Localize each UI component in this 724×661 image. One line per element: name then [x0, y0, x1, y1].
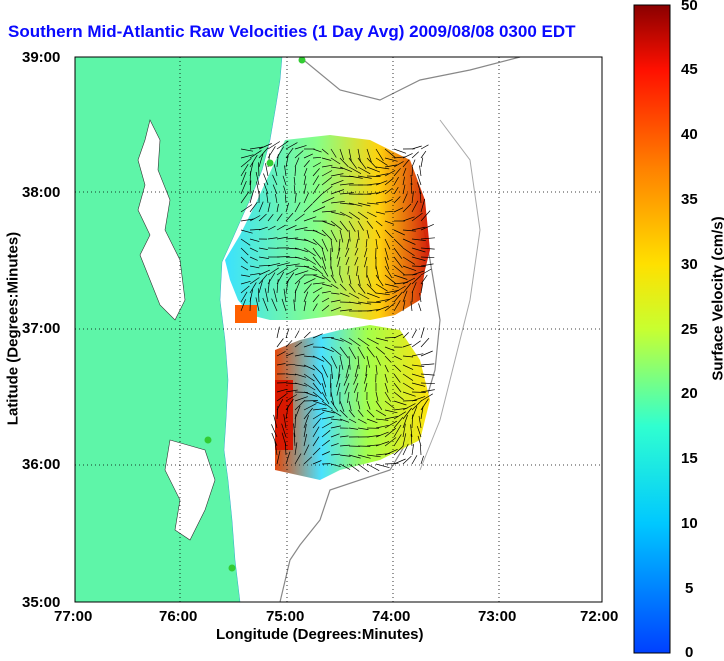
y-tick-label: 35:00: [22, 594, 60, 611]
velocity-vector: [403, 401, 417, 402]
colorbar-tick-label: 0: [685, 644, 693, 661]
colorbar-tick-label: 50: [681, 0, 698, 14]
colorbar: [634, 5, 670, 653]
x-tick-label: 75:00: [266, 608, 304, 625]
x-tick-label: 72:00: [580, 608, 618, 625]
colorbar-tick-label: 35: [681, 191, 698, 208]
colorbar-tick-label: 5: [685, 580, 693, 597]
velocity-vector: [367, 302, 381, 303]
velocity-vector: [250, 298, 251, 312]
colorbar-tick-label: 25: [681, 321, 698, 338]
x-tick-label: 76:00: [159, 608, 197, 625]
x-axis-label: Longitude (Degrees:Minutes): [216, 626, 424, 643]
colorbar-tick-label: 15: [681, 450, 698, 467]
velocity-patch: [235, 305, 257, 323]
radar-station-marker: [267, 160, 274, 167]
y-tick-label: 39:00: [22, 49, 60, 66]
x-tick-label: 74:00: [372, 608, 410, 625]
map-area: [75, 57, 602, 603]
radar-station-marker: [205, 437, 212, 444]
y-tick-label: 36:00: [22, 456, 60, 473]
colorbar-label: Surface Velocity (cm/s): [710, 199, 724, 399]
colorbar-tick-label: 20: [681, 385, 698, 402]
colorbar-tick-label: 45: [681, 61, 698, 78]
colorbar-tick-label: 30: [681, 256, 698, 273]
velocity-vector: [412, 392, 426, 393]
radar-station-marker: [229, 565, 236, 572]
y-axis-label: Latitude (Degrees:Minutes): [5, 204, 22, 454]
x-tick-label: 73:00: [478, 608, 516, 625]
colorbar-tick-label: 10: [681, 515, 698, 532]
colorbar-tick-label: 40: [681, 126, 698, 143]
velocity-vector: [304, 401, 318, 402]
y-tick-label: 38:00: [22, 184, 60, 201]
y-tick-label: 37:00: [22, 320, 60, 337]
radar-station-marker: [299, 57, 306, 64]
